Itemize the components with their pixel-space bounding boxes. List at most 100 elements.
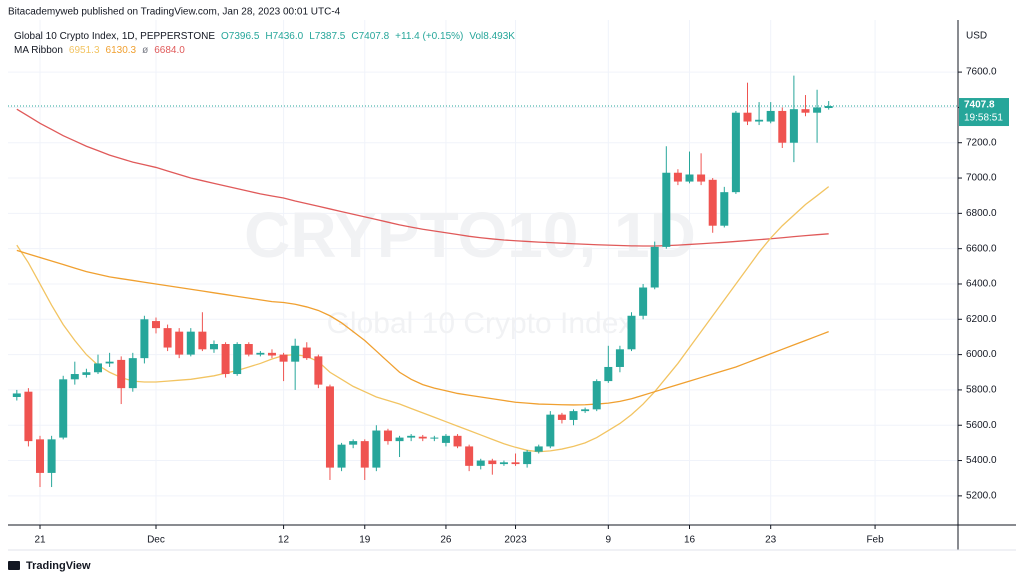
candle-body — [383, 430, 392, 442]
x-tick-label: 21 — [34, 535, 46, 546]
candle-body — [105, 361, 114, 364]
candle-body — [546, 414, 555, 447]
y-tick-label: 7000.0 — [966, 173, 997, 184]
candle-body — [163, 328, 172, 348]
y-tick-label: 6600.0 — [966, 243, 997, 254]
candle-body — [47, 439, 56, 473]
candle-body — [233, 344, 242, 375]
candle-body — [59, 379, 68, 438]
candle-body — [24, 391, 33, 442]
candle-body — [209, 344, 218, 350]
ma-legend-value: ø — [142, 45, 148, 56]
candle-body — [186, 331, 195, 355]
candle-body — [140, 319, 149, 359]
candle-body — [801, 109, 810, 113]
plot — [8, 75, 958, 488]
candle-body — [453, 435, 462, 447]
candle-body — [511, 462, 520, 465]
y-tick-label: 6200.0 — [966, 314, 997, 325]
candle-body — [523, 451, 532, 465]
candle-body — [372, 430, 381, 468]
candle-body — [824, 106, 833, 109]
candle-body — [302, 347, 311, 359]
x-tick-label: Dec — [147, 535, 165, 546]
ma-line — [16, 186, 830, 453]
candle-body — [766, 110, 775, 122]
ma-legend-value: 6130.3 — [106, 45, 137, 56]
y-tick-label: 7600.0 — [966, 67, 997, 78]
candle-body — [360, 441, 369, 468]
x-tick-label: 26 — [440, 535, 452, 546]
ohlc-value: L7387.5 — [309, 31, 346, 42]
x-tick-label: 12 — [278, 535, 290, 546]
candle-body — [244, 344, 253, 355]
candle-body — [12, 393, 21, 397]
candle-body — [581, 409, 590, 412]
y-tick-label: 5400.0 — [966, 455, 997, 466]
brand-text: TradingView — [26, 560, 91, 572]
symbol-legend: Global 10 Crypto Index, 1D, PEPPERSTONE O… — [14, 31, 515, 42]
x-tick-label: 19 — [359, 535, 371, 546]
ohlc-value: +11.4 (+0.15%) — [395, 31, 463, 42]
candle-body — [291, 345, 300, 362]
candle-body — [70, 374, 79, 380]
candle-body — [662, 172, 671, 247]
ma-line — [16, 249, 829, 406]
y-tick-label: 6400.0 — [966, 279, 997, 290]
candle-body — [743, 112, 752, 122]
candle-body — [697, 174, 706, 182]
candle-body — [117, 359, 126, 389]
candle-body — [94, 363, 103, 373]
ohlc-value: O7396.5 — [221, 31, 260, 42]
candle-body — [615, 349, 624, 367]
candle-body — [82, 372, 91, 375]
candle-body — [604, 366, 613, 382]
candle-body — [418, 436, 427, 439]
ohlc-value: H7436.0 — [265, 31, 303, 42]
candle-body — [407, 435, 416, 438]
candle-body — [755, 119, 764, 122]
y-tick-label: 6800.0 — [966, 208, 997, 219]
y-tick-label: 7200.0 — [966, 137, 997, 148]
candle-body — [198, 331, 207, 350]
candle-body — [592, 381, 601, 410]
candle-body — [337, 444, 346, 468]
x-tick-label: 9 — [606, 535, 612, 546]
ohlc-value: C7407.8 — [351, 31, 389, 42]
ma-legend: MA Ribbon 6951.3 6130.3 ø 6684.0 — [14, 45, 185, 56]
candle-body — [488, 460, 497, 465]
candle-body — [627, 315, 636, 350]
ma-legend-label: MA Ribbon — [14, 45, 63, 56]
brand-logo — [8, 561, 20, 570]
last-price-label: 7407.8 — [964, 100, 995, 111]
y-tick-label: 5800.0 — [966, 385, 997, 396]
candle-body — [267, 352, 276, 356]
candle-body — [650, 246, 659, 288]
candle-body — [128, 358, 137, 389]
x-tick-label: 16 — [684, 535, 696, 546]
candle-body — [789, 109, 798, 143]
candle-body — [279, 354, 288, 362]
candle-body — [325, 386, 334, 468]
published-line: Bitacademyweb published on TradingView.c… — [8, 7, 341, 18]
candle-body — [476, 460, 485, 466]
candle-body — [557, 414, 566, 420]
symbol-name: Global 10 Crypto Index, 1D, PEPPERSTONE — [14, 31, 215, 42]
candle-body — [720, 192, 729, 226]
candle-body — [441, 435, 450, 443]
candle-body — [151, 321, 160, 329]
watermark-name: Global 10 Crypto Index — [327, 307, 634, 340]
candle-body — [708, 179, 717, 226]
candle-body — [673, 172, 682, 182]
candle-body — [639, 287, 648, 316]
candle-body — [430, 437, 439, 439]
countdown-label: 19:58:51 — [964, 113, 1003, 124]
axes: 5200.0 5400.0 5600.0 5800.0 6000.0 6200.0 6400… — [34, 67, 1009, 546]
ma-legend-value: 6951.3 — [69, 45, 100, 56]
candle-body — [221, 344, 230, 375]
x-tick-label: Feb — [866, 535, 884, 546]
candle-body — [569, 411, 578, 420]
